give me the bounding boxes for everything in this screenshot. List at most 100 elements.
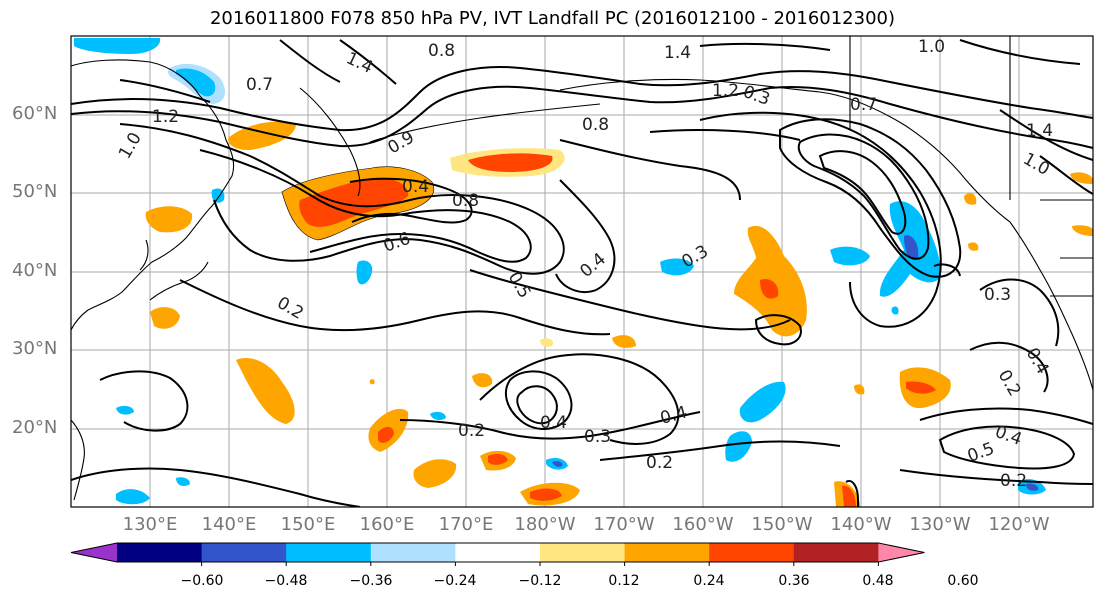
- us-west-border: [1040, 199, 1093, 297]
- pv-contour: [1039, 155, 1093, 195]
- lat-label: 60°N: [12, 103, 58, 124]
- colorbar-tick-label: 0.36: [778, 573, 810, 589]
- pv-contours: [71, 39, 1093, 507]
- positive-anomaly-patch: [150, 307, 180, 329]
- negative-anomaly-patch: [830, 246, 870, 266]
- contour-label: 1.4: [1026, 121, 1053, 141]
- lon-label: 130°E: [122, 514, 178, 535]
- colorbar-tick-label: 0.24: [693, 573, 725, 589]
- pv-contour: [797, 133, 930, 260]
- negative-anomaly-patch: [552, 461, 563, 467]
- colorbar-segment: [540, 543, 626, 562]
- lon-label: 150°E: [280, 514, 336, 535]
- coastlines: [71, 36, 1093, 501]
- contour-label: 1.4: [664, 43, 691, 63]
- contour-label: 0.2: [274, 293, 307, 324]
- contour-label: 0.4: [540, 413, 567, 433]
- pv-contour: [938, 425, 1076, 470]
- shaded-patches: [74, 38, 1093, 507]
- pv-contour: [969, 341, 1049, 393]
- positive-anomaly-patch: [530, 488, 562, 501]
- positive-anomaly-patch: [413, 459, 457, 488]
- contour-label: 0.6: [381, 229, 413, 257]
- colorbar-segment: [793, 543, 879, 562]
- positive-anomaly-patch: [760, 278, 779, 299]
- positive-anomaly-patch: [612, 335, 636, 348]
- contour-label: 1.0: [1020, 149, 1053, 180]
- colorbar-segment: [117, 543, 203, 562]
- negative-anomaly-patch: [430, 411, 446, 421]
- lat-label: 40°N: [12, 260, 58, 281]
- pv-contour: [479, 353, 680, 445]
- pv-contour: [933, 263, 961, 277]
- pv-contour: [699, 42, 831, 51]
- japan-coastline: [149, 261, 209, 301]
- pv-contour: [199, 149, 532, 263]
- negative-anomaly-patch: [739, 381, 786, 423]
- asia-coastline: [71, 59, 235, 331]
- contour-label: 0.3: [584, 427, 611, 447]
- pv-contour: [71, 467, 361, 507]
- pv-contour: [469, 269, 791, 331]
- lat-label: 30°N: [12, 338, 58, 359]
- pv-contour: [754, 314, 802, 346]
- colorbar-tick-label: −0.36: [349, 573, 393, 589]
- positive-anomaly-patch: [906, 381, 936, 394]
- contour-label: 1.2: [152, 107, 179, 127]
- negative-anomaly-patch: [891, 306, 899, 315]
- positive-anomaly-patch: [540, 338, 554, 347]
- lon-label: 130°W: [909, 514, 971, 535]
- negative-anomaly-patch: [725, 431, 752, 462]
- colorbar-segment: [201, 543, 287, 562]
- negative-anomaly-patch: [356, 260, 373, 285]
- positive-anomaly-patch: [236, 358, 295, 424]
- lon-label: 170°E: [438, 514, 494, 535]
- colorbar-segment: [286, 543, 372, 562]
- pv-contour: [179, 279, 611, 336]
- pv-contour: [919, 407, 1093, 425]
- pv-contour: [279, 39, 341, 83]
- lon-label: 170°W: [593, 514, 655, 535]
- pv-contour: [504, 370, 573, 430]
- positive-anomaly-patch: [378, 426, 394, 443]
- pv-contour: [899, 469, 1093, 485]
- contour-label: 1.4: [343, 48, 376, 78]
- pv-contour: [979, 278, 1060, 347]
- negative-anomaly-patch: [116, 405, 134, 415]
- lat-label: 20°N: [12, 417, 58, 438]
- colorbar-segment: [709, 543, 795, 562]
- lon-label: 150°W: [751, 514, 813, 535]
- colorbar-segment: [624, 543, 710, 562]
- colorbar-extend-max: [878, 543, 925, 562]
- pv-contour: [649, 129, 801, 141]
- pv-contour: [559, 139, 741, 201]
- positive-anomaly-patch: [369, 379, 375, 385]
- contour-label: 0.7: [246, 75, 273, 95]
- lon-label: 160°E: [359, 514, 415, 535]
- pv-contour: [119, 79, 211, 103]
- pv-contour: [399, 411, 701, 440]
- contour-label: 0.4: [402, 177, 429, 197]
- negative-anomaly-patch: [74, 38, 161, 54]
- pv-contour: [959, 39, 1081, 65]
- positive-anomaly-patch: [472, 373, 493, 388]
- map-frame: [70, 35, 1094, 508]
- pv-contour: [71, 66, 1093, 132]
- pv-contour: [999, 109, 1093, 161]
- colorbar-tick-label: 0.48: [862, 573, 894, 589]
- positive-anomaly-patch: [854, 384, 865, 395]
- colorbar-tick-label: −0.60: [180, 573, 224, 589]
- colorbar-tick-label: 0.60: [947, 573, 979, 589]
- pv-contour: [845, 480, 859, 507]
- positive-anomaly-patch: [1072, 225, 1093, 236]
- pv-contour: [818, 150, 907, 235]
- contour-label: 0.4: [992, 422, 1024, 450]
- contour-label: 0.5: [965, 439, 997, 467]
- colorbar: [70, 542, 925, 566]
- lon-label: 180°W: [514, 514, 576, 535]
- pv-contour: [339, 39, 397, 85]
- positive-anomaly-patch: [968, 242, 979, 251]
- pv-contour: [71, 85, 1093, 149]
- contour-label: 0.2: [1000, 471, 1027, 491]
